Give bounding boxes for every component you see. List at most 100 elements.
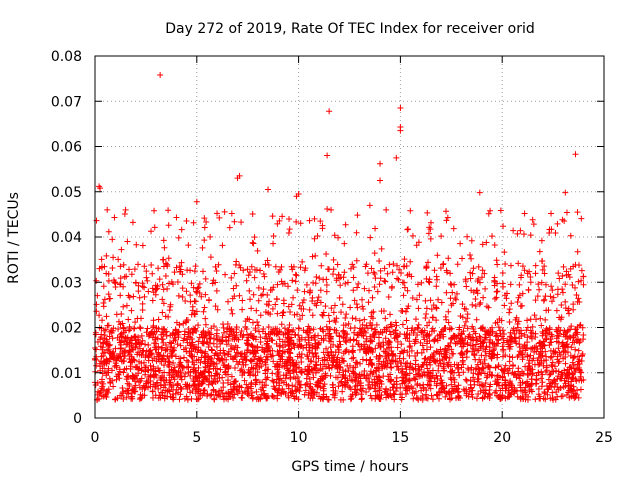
data-point xyxy=(226,326,233,333)
data-point xyxy=(297,384,304,391)
data-point xyxy=(400,292,407,299)
data-point xyxy=(245,369,252,376)
data-point xyxy=(344,377,351,384)
data-point xyxy=(449,350,456,357)
data-point xyxy=(420,369,427,376)
data-point xyxy=(350,264,357,271)
data-point xyxy=(139,300,146,307)
data-point xyxy=(348,376,355,383)
data-point xyxy=(233,385,240,392)
data-point xyxy=(368,309,375,316)
data-point xyxy=(549,298,556,305)
data-point xyxy=(330,391,337,398)
data-point xyxy=(201,215,208,222)
data-point xyxy=(274,361,281,368)
data-point xyxy=(171,367,178,374)
data-point xyxy=(306,306,313,313)
data-point xyxy=(127,326,134,333)
data-point xyxy=(253,307,260,314)
data-point xyxy=(289,277,296,284)
data-point xyxy=(112,284,119,291)
y-tick-label: 0.03 xyxy=(51,275,82,291)
data-point xyxy=(435,367,442,374)
data-point xyxy=(244,342,251,349)
data-point xyxy=(165,358,172,365)
data-point xyxy=(233,358,240,365)
data-point xyxy=(528,335,535,342)
data-point xyxy=(165,222,172,229)
data-point xyxy=(99,376,106,383)
data-point xyxy=(214,378,221,385)
data-point xyxy=(337,379,344,386)
data-point xyxy=(576,367,583,374)
data-point xyxy=(200,308,207,315)
data-point xyxy=(351,297,358,304)
data-point xyxy=(519,356,526,363)
data-point xyxy=(285,283,292,290)
data-point xyxy=(425,259,432,266)
data-point xyxy=(565,327,572,334)
data-point xyxy=(321,381,328,388)
data-point xyxy=(232,342,239,349)
data-point xyxy=(491,278,498,285)
data-point xyxy=(210,365,217,372)
data-point xyxy=(245,392,252,399)
data-point xyxy=(241,377,248,384)
data-point xyxy=(192,325,199,332)
data-point xyxy=(380,307,387,314)
data-point xyxy=(382,315,389,322)
data-point xyxy=(392,388,399,395)
data-point xyxy=(244,390,251,397)
data-point xyxy=(566,274,573,281)
data-point xyxy=(302,366,309,373)
data-point xyxy=(346,372,353,379)
data-point xyxy=(125,373,132,380)
data-point xyxy=(177,342,184,349)
data-point xyxy=(358,371,365,378)
data-point xyxy=(538,322,545,329)
data-point xyxy=(390,384,397,391)
data-point xyxy=(149,388,156,395)
y-tick-label: 0 xyxy=(73,411,82,427)
data-point xyxy=(475,371,482,378)
data-point xyxy=(570,263,577,270)
data-point xyxy=(519,345,526,352)
data-point xyxy=(444,342,451,349)
data-point xyxy=(196,280,203,287)
data-point xyxy=(377,378,384,385)
data-point xyxy=(130,293,137,300)
data-point xyxy=(204,392,211,399)
data-point xyxy=(151,340,158,347)
data-point xyxy=(405,303,412,310)
data-point xyxy=(410,375,417,382)
data-point xyxy=(467,275,474,282)
data-point xyxy=(447,295,454,302)
data-point xyxy=(122,352,129,359)
data-point xyxy=(385,376,392,383)
data-point xyxy=(248,263,255,270)
data-point xyxy=(435,296,442,303)
data-point xyxy=(389,350,396,357)
data-point xyxy=(292,332,299,339)
data-point xyxy=(239,395,246,402)
data-point xyxy=(337,282,344,289)
data-point xyxy=(133,241,140,248)
data-point xyxy=(262,376,269,383)
data-point xyxy=(532,270,539,277)
data-point xyxy=(536,340,543,347)
data-point xyxy=(443,208,450,215)
data-point xyxy=(368,360,375,367)
data-point xyxy=(533,316,540,323)
data-point xyxy=(99,263,106,270)
data-point xyxy=(156,276,163,283)
data-point xyxy=(122,206,129,213)
data-point xyxy=(192,298,199,305)
data-point xyxy=(225,337,232,344)
data-point xyxy=(279,348,286,355)
data-point xyxy=(390,358,397,365)
data-point xyxy=(315,378,322,385)
data-point xyxy=(139,307,146,314)
data-point xyxy=(427,297,434,304)
data-point xyxy=(539,266,546,273)
data-point xyxy=(459,314,466,321)
